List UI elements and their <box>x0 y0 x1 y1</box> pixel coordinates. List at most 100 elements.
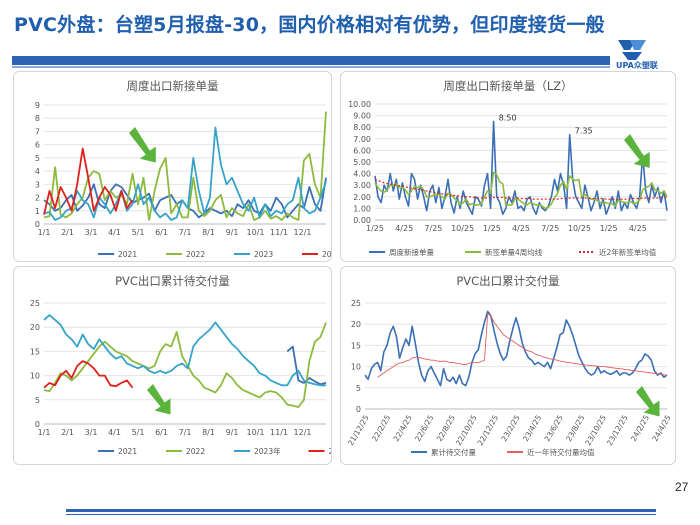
y-tick-label: 6 <box>35 141 40 150</box>
data-label: 8.50 <box>499 113 517 122</box>
legend-label: 2024 <box>322 250 331 259</box>
x-tick-label: 24/4/25 <box>650 413 672 443</box>
chart-title: PVC出口累计交付量 <box>456 274 559 288</box>
x-tick-label: 10/25 <box>451 224 474 233</box>
y-tick-label: 5 <box>35 154 40 163</box>
x-tick-label: 2/1 <box>61 228 74 237</box>
y-tick-label: 4.00 <box>353 170 371 179</box>
trend-arrow-icon <box>147 384 171 415</box>
x-tick-label: 7/25 <box>424 224 442 233</box>
chart-pending-delivery: PVC出口累计待交付量 0 5 10 15 20 25 1/1 2/1 3/1 4/1 5/1 6/1 7… <box>30 274 332 456</box>
header-rule <box>12 66 610 68</box>
x-tick-label: 4/1 <box>108 428 121 437</box>
x-tick-label: 24/2/25 <box>629 413 651 443</box>
legend-label: 周度新接单量 <box>389 247 434 257</box>
series-line-3 <box>374 178 667 200</box>
chart-title: 周度出口新接单量（LZ） <box>443 79 572 93</box>
y-tick-label: 0 <box>35 420 40 429</box>
x-tick-label: 23/2/25 <box>499 413 521 443</box>
series-line-3 <box>43 314 326 387</box>
legend-label: 近一年待交付量均值 <box>527 447 595 457</box>
y-tick-label: 0 <box>35 220 40 229</box>
panel-weekly-new-orders-lz: 周度出口新接单量（LZ） 0.00 1.00 2.00 3.00 4.00 5.00 6.00… <box>340 71 676 262</box>
x-tick-label: 1/25 <box>366 224 384 233</box>
y-tick-label: 4 <box>35 167 40 176</box>
x-tick-label: 11/1 <box>270 428 288 437</box>
panel-weekly-new-orders: 周度出口新接单量 0 1 2 3 4 5 6 7 8 9 1/1 2/1 3/1 4/1 5/1 6/1 7/1 8… <box>13 71 332 262</box>
x-tick-label: 4/25 <box>629 224 647 233</box>
x-tick-label: 22/4/25 <box>392 413 414 443</box>
legend-label: 2023 <box>254 250 273 259</box>
x-tick-label: 12/1 <box>294 428 312 437</box>
company-logo: UPA众塑联 <box>616 40 658 70</box>
y-tick-label: 6.00 <box>353 146 371 155</box>
y-tick-label: 15 <box>30 347 40 356</box>
y-tick-label: 5 <box>35 396 40 405</box>
y-tick-label: 3 <box>35 180 40 189</box>
x-tick-label: 21/12/25 <box>346 413 371 447</box>
series-line-3 <box>43 126 327 221</box>
x-tick-label: 1/25 <box>483 224 501 233</box>
y-tick-label: 7 <box>35 127 40 136</box>
panel-pending-delivery: PVC出口累计待交付量 0 5 10 15 20 25 1/1 2/1 3/1 4/1 5/1 6/1 7… <box>13 266 332 465</box>
y-tick-label: 2 <box>35 194 40 203</box>
x-tick-label: 22/6/25 <box>413 413 435 443</box>
y-tick-label: 9.00 <box>353 112 371 121</box>
legend-label: 2024年 <box>329 446 332 456</box>
x-tick-label: 7/1 <box>179 228 192 237</box>
y-tick-label: 1 <box>35 207 40 216</box>
legend-label: 2021 <box>118 250 137 259</box>
series-line-1 <box>374 120 668 215</box>
x-tick-label: 11/1 <box>270 228 288 237</box>
x-tick-label: 22/2/25 <box>370 413 392 443</box>
y-tick-label: 10 <box>30 372 40 381</box>
y-tick-label: 20 <box>351 320 361 329</box>
series-line-1 <box>364 310 668 387</box>
x-tick-label: 1/1 <box>38 428 51 437</box>
x-tick-label: 23/4/25 <box>521 413 543 443</box>
x-tick-label: 4/25 <box>395 224 413 233</box>
x-tick-label: 4/25 <box>512 224 530 233</box>
y-tick-label: 9 <box>35 101 40 110</box>
trend-arrow-icon <box>129 127 156 163</box>
trend-arrow-icon <box>624 134 650 168</box>
x-tick-label: 9/1 <box>226 228 239 237</box>
x-tick-label: 10/1 <box>247 428 265 437</box>
x-tick-label: 23/6/25 <box>543 413 565 443</box>
x-tick-label: 12/1 <box>294 228 312 237</box>
x-tick-label: 3/1 <box>85 228 98 237</box>
x-tick-label: 1/25 <box>600 224 618 233</box>
x-tick-label: 22/12/25 <box>476 413 501 447</box>
logo-text: UPA众塑联 <box>616 60 658 70</box>
legend-label: 2023年 <box>254 446 281 456</box>
y-tick-label: 10 <box>351 363 361 372</box>
y-tick-label: 25 <box>30 299 40 308</box>
chart-cumulative-delivery: PVC出口累计交付量 0 5 10 15 20 25 21/12/25 22/2/25 22/4/… <box>346 274 673 457</box>
y-tick-label: 7.00 <box>353 135 371 144</box>
page-number: 27 <box>675 480 689 494</box>
x-tick-label: 9/1 <box>226 428 239 437</box>
x-tick-label: 7/1 <box>179 428 192 437</box>
data-label: 7.35 <box>575 127 593 136</box>
x-tick-label: 6/1 <box>155 228 168 237</box>
y-tick-label: 8.00 <box>353 123 371 132</box>
footer-rule <box>66 514 656 515</box>
x-tick-label: 2/1 <box>61 428 74 437</box>
y-tick-label: 15 <box>351 341 361 350</box>
y-tick-label: 5 <box>356 384 361 393</box>
y-tick-label: 3.00 <box>353 181 371 190</box>
panel-cumulative-delivery: PVC出口累计交付量 0 5 10 15 20 25 21/12/25 22/2/25 22/4/… <box>340 266 676 465</box>
legend-label: 2021 <box>118 447 137 456</box>
x-tick-label: 10/1 <box>247 228 265 237</box>
series-line-4 <box>43 360 134 389</box>
x-tick-label: 5/1 <box>132 228 145 237</box>
legend-label: 2022 <box>186 250 205 259</box>
x-tick-label: 1/1 <box>38 228 51 237</box>
page-title: PVC外盘：台塑5月报盘-30，国内价格相对有优势，但印度接货一般 <box>14 14 605 36</box>
chart-weekly-new-orders: 周度出口新接单量 0 1 2 3 4 5 6 7 8 9 1/1 2/1 3/1 4/1 5/1 6/1 7/1 8… <box>35 79 331 259</box>
header-bar <box>12 56 610 65</box>
chart-title: 周度出口新接单量 <box>127 79 219 93</box>
y-tick-label: 10.00 <box>348 100 371 109</box>
y-tick-label: 25 <box>351 299 361 308</box>
series-line-4 <box>43 147 134 215</box>
